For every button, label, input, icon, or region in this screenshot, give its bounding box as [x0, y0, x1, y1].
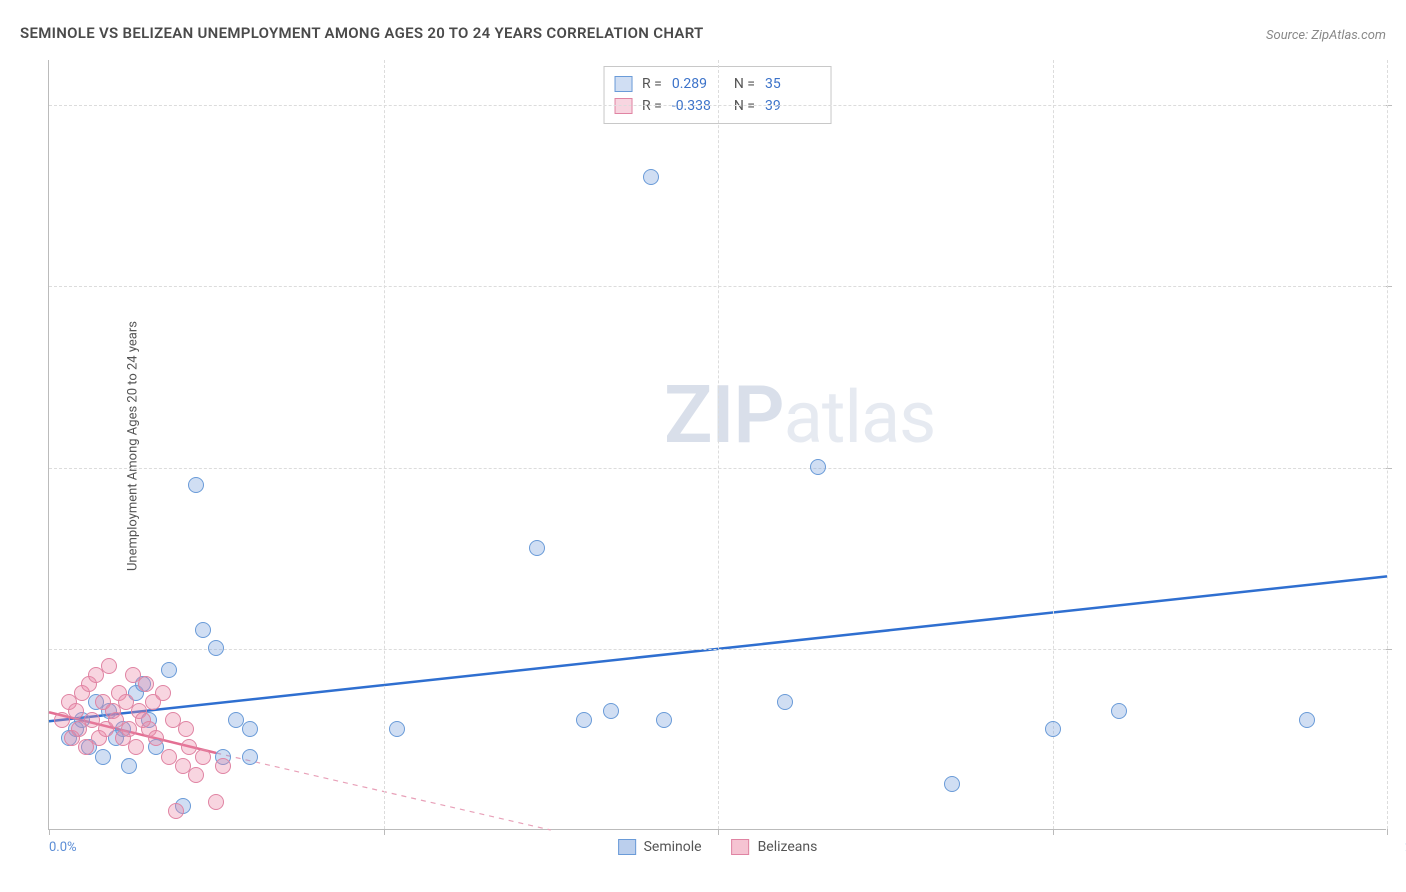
n-label: N = — [734, 73, 755, 95]
chart-title: SEMINOLE VS BELIZEAN UNEMPLOYMENT AMONG … — [20, 24, 704, 42]
scatter-point — [188, 477, 204, 493]
gridline-vertical — [384, 60, 385, 829]
r-label: R = — [642, 73, 662, 95]
legend-swatch — [618, 839, 636, 855]
legend-label: Belizeans — [758, 839, 818, 855]
gridline-vertical — [718, 60, 719, 829]
scatter-point — [195, 749, 211, 765]
scatter-point — [101, 658, 117, 674]
scatter-point — [643, 169, 659, 185]
scatter-point — [242, 721, 258, 737]
x-tick-min: 0.0% — [49, 840, 77, 855]
scatter-point — [128, 739, 144, 755]
scatter-point — [188, 767, 204, 783]
scatter-point — [810, 459, 826, 475]
legend-item: Belizeans — [732, 839, 818, 855]
scatter-point — [1111, 703, 1127, 719]
scatter-point — [529, 540, 545, 556]
gridline-vertical — [1053, 60, 1054, 829]
scatter-plot: ZIPatlas R =0.289N =35R =-0.338N =39 Sem… — [48, 60, 1386, 830]
x-tick-mark — [49, 829, 50, 835]
scatter-point — [215, 758, 231, 774]
series-swatch — [614, 76, 632, 92]
x-tick-mark — [384, 829, 385, 835]
scatter-point — [195, 622, 211, 638]
x-tick-mark — [718, 829, 719, 835]
scatter-point — [1299, 712, 1315, 728]
scatter-point — [576, 712, 592, 728]
scatter-point — [138, 676, 154, 692]
scatter-point — [389, 721, 405, 737]
scatter-point — [944, 776, 960, 792]
r-value: 0.289 — [672, 73, 724, 95]
x-tick-mark — [1387, 829, 1388, 835]
scatter-point — [603, 703, 619, 719]
legend-label: Seminole — [644, 839, 702, 855]
scatter-point — [68, 703, 84, 719]
source-label: Source: ZipAtlas.com — [1266, 28, 1386, 43]
scatter-point — [121, 758, 137, 774]
scatter-point — [1045, 721, 1061, 737]
scatter-point — [208, 640, 224, 656]
x-tick-mark — [1053, 829, 1054, 835]
scatter-point — [168, 803, 184, 819]
scatter-point — [208, 794, 224, 810]
legend-swatch — [732, 839, 750, 855]
legend-item: Seminole — [618, 839, 702, 855]
scatter-point — [777, 694, 793, 710]
gridline-vertical — [1387, 60, 1388, 829]
scatter-point — [155, 685, 171, 701]
scatter-point — [161, 662, 177, 678]
correlation-row: R = 0.289 N = 35 — [614, 73, 817, 95]
scatter-point — [242, 749, 258, 765]
scatter-point — [95, 749, 111, 765]
watermark: ZIPatlas — [664, 368, 935, 462]
scatter-point — [148, 730, 164, 746]
scatter-point — [656, 712, 672, 728]
scatter-point — [178, 721, 194, 737]
series-legend: Seminole Belizeans — [618, 839, 818, 855]
n-value: 35 — [765, 73, 817, 95]
